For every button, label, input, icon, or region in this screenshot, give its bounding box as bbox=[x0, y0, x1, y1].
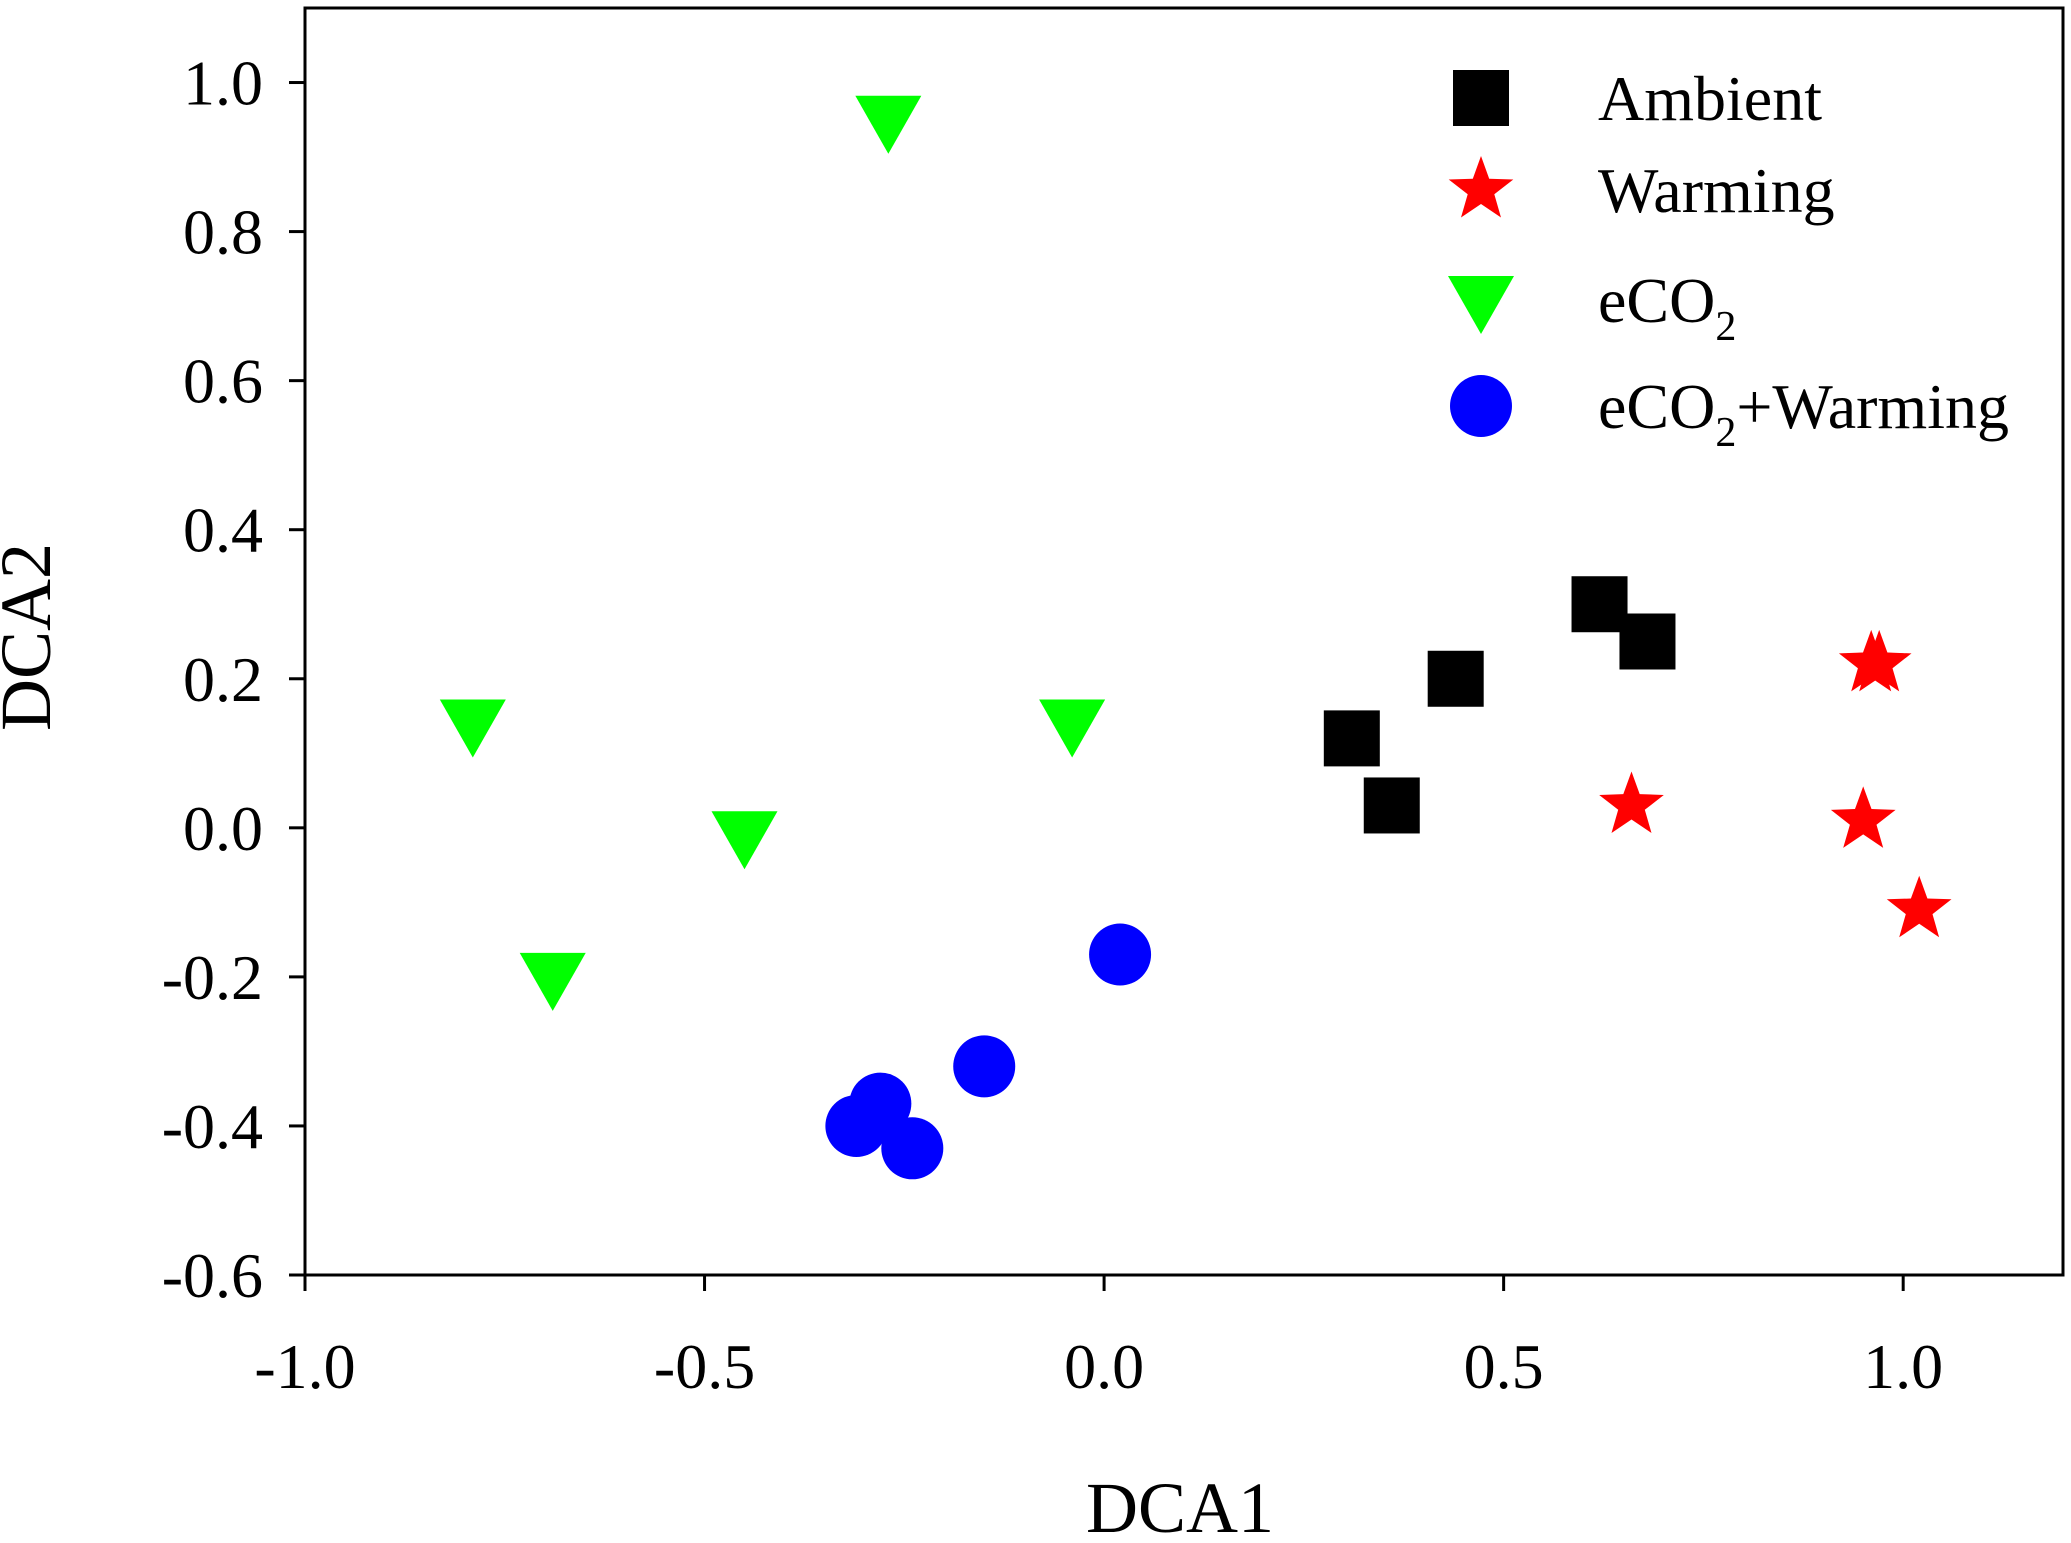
legend-marker-eco2-warming bbox=[1450, 375, 1512, 437]
point-warming bbox=[1886, 875, 1952, 938]
point-eco2 bbox=[439, 699, 506, 758]
y-tick-label: -0.6 bbox=[162, 1240, 263, 1311]
point-eco2 bbox=[519, 952, 586, 1011]
x-axis-title: DCA1 bbox=[1086, 1468, 1274, 1543]
legend-label-eco2: eCO2 bbox=[1598, 265, 1736, 350]
y-axis-title: DCA2 bbox=[0, 543, 66, 731]
point-eco2-warming bbox=[1089, 923, 1152, 986]
point-eco2-warming bbox=[881, 1117, 944, 1180]
y-tick-label: 0.8 bbox=[183, 197, 263, 268]
legend: Ambient Warming eCO2 eCO2+Warming bbox=[1448, 63, 2009, 456]
point-eco2 bbox=[1039, 699, 1106, 758]
y-tick-label: 0.6 bbox=[183, 346, 263, 417]
x-tick-label: 1.0 bbox=[1863, 1331, 1943, 1402]
y-tick-label: -0.4 bbox=[162, 1091, 263, 1162]
x-tick-label: 0.0 bbox=[1064, 1331, 1144, 1402]
data-points bbox=[439, 95, 1952, 1180]
y-axis: -0.6 -0.4 -0.2 0.0 0.2 0.4 0.6 0.8 1.0 bbox=[162, 48, 305, 1311]
legend-marker-warming bbox=[1448, 156, 1514, 218]
point-warming bbox=[1846, 629, 1912, 692]
point-ambient bbox=[1571, 576, 1628, 633]
x-tick-label: -0.5 bbox=[654, 1331, 755, 1402]
x-tick-label: 0.5 bbox=[1464, 1331, 1544, 1402]
point-ambient bbox=[1363, 777, 1420, 834]
point-warming bbox=[1830, 786, 1896, 848]
point-eco2 bbox=[855, 95, 922, 154]
point-ambient bbox=[1427, 650, 1484, 707]
point-warming bbox=[1599, 771, 1664, 833]
x-axis: -1.0 -0.5 0.0 0.5 1.0 bbox=[254, 1275, 1943, 1402]
y-tick-label: 0.4 bbox=[183, 495, 263, 566]
point-ambient bbox=[1619, 613, 1676, 670]
point-eco2-warming bbox=[825, 1094, 888, 1157]
legend-label-ambient: Ambient bbox=[1598, 63, 1822, 134]
point-eco2 bbox=[711, 811, 778, 870]
point-ambient bbox=[1323, 710, 1380, 767]
legend-label-warming: Warming bbox=[1598, 155, 1835, 226]
y-tick-label: -0.2 bbox=[162, 942, 263, 1013]
plot-border bbox=[303, 6, 2065, 1277]
y-tick-label: 0.2 bbox=[183, 644, 263, 715]
point-eco2-warming bbox=[953, 1035, 1016, 1098]
legend-marker-eco2 bbox=[1448, 276, 1514, 334]
y-tick-label: 0.0 bbox=[183, 793, 263, 864]
legend-label-eco2-warming: eCO2+Warming bbox=[1598, 371, 2009, 456]
legend-marker-ambient bbox=[1453, 70, 1509, 126]
y-tick-label: 1.0 bbox=[183, 48, 263, 119]
x-tick-label: -1.0 bbox=[254, 1331, 355, 1402]
plot-frame bbox=[303, 6, 2065, 1277]
